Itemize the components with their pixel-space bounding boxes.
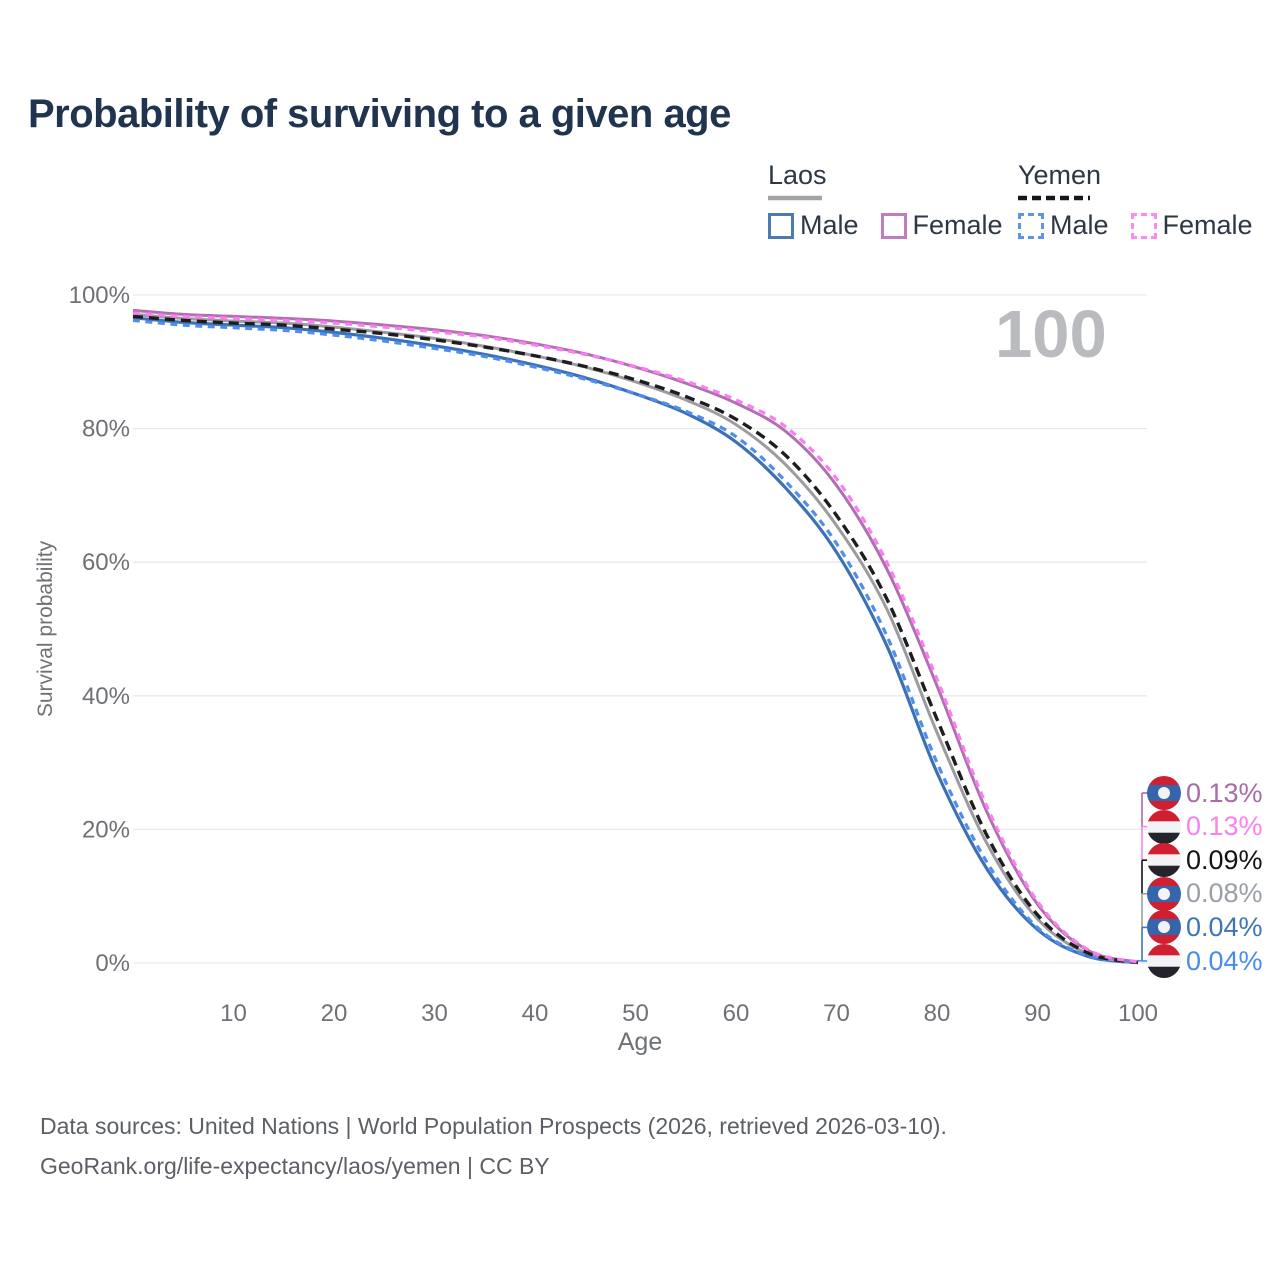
- series-laos-both-line[interactable]: [132, 312, 1139, 964]
- x-tick-label: 90: [1024, 1000, 1051, 1027]
- y-tick-label: 100%: [69, 282, 130, 309]
- laos-line-style-swatch: [768, 195, 1003, 201]
- x-tick-label: 10: [220, 1000, 247, 1027]
- legend-label-laos-female[interactable]: Female: [912, 210, 1003, 240]
- legend-group-laos: Laos Male Female: [768, 160, 1003, 241]
- legend-label-laos-male[interactable]: Male: [800, 210, 859, 240]
- x-tick-label: 70: [823, 1000, 850, 1027]
- y-tick-label: 80%: [82, 416, 130, 443]
- legend-swatch-laos-female[interactable]: [880, 212, 907, 239]
- y-tick-label: 0%: [95, 950, 130, 977]
- x-tick-label: 80: [924, 1000, 951, 1027]
- x-tick-label: 50: [622, 1000, 649, 1027]
- y-tick-label: 60%: [82, 549, 130, 576]
- legend-swatch-yemen-female[interactable]: [1130, 212, 1157, 239]
- series-yemen-both-line[interactable]: [132, 314, 1139, 965]
- footer-source-line: Data sources: United Nations | World Pop…: [40, 1113, 947, 1139]
- y-tick-label: 40%: [82, 683, 130, 710]
- age-watermark: 100: [995, 297, 1107, 372]
- footer-url-line: GeoRank.org/life-expectancy/laos/yemen |…: [40, 1153, 550, 1179]
- series-laos-male-line[interactable]: [132, 316, 1139, 965]
- footer: Data sources: United Nations | World Pop…: [40, 1106, 947, 1186]
- legend-group-yemen: Yemen Male Female: [1018, 160, 1253, 241]
- x-tick-label: 30: [421, 1000, 448, 1027]
- x-tick-label: 100: [1118, 1000, 1158, 1027]
- legend-country-laos[interactable]: Laos: [768, 160, 827, 190]
- legend-label-yemen-female[interactable]: Female: [1162, 210, 1253, 240]
- legend-label-yemen-male[interactable]: Male: [1050, 210, 1109, 240]
- yemen-line-style-swatch: [1018, 195, 1253, 201]
- x-tick-label: 20: [321, 1000, 348, 1027]
- series-laos-female-line[interactable]: [132, 308, 1139, 964]
- legend-country-yemen[interactable]: Yemen: [1018, 160, 1102, 190]
- series-yemen-male-line[interactable]: [132, 318, 1139, 965]
- legend-swatch-yemen-male[interactable]: [1018, 212, 1044, 239]
- legend-swatch-laos-male[interactable]: [768, 212, 794, 239]
- page-title: Probability of surviving to a given age: [28, 92, 731, 136]
- y-tick-label: 20%: [82, 816, 130, 843]
- x-tick-label: 60: [723, 1000, 750, 1027]
- x-tick-label: 40: [522, 1000, 549, 1027]
- x-axis-title: Age: [617, 1028, 663, 1056]
- end-label-connector: [1136, 959, 1143, 962]
- series-yemen-female-line[interactable]: [132, 311, 1139, 964]
